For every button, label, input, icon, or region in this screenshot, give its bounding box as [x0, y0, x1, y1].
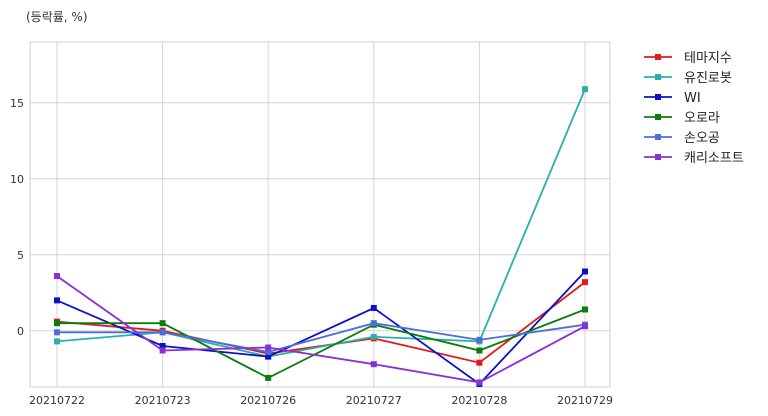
legend-marker: [655, 114, 661, 120]
legend-marker: [655, 154, 661, 160]
data-point: [582, 268, 588, 275]
data-point: [54, 329, 60, 336]
plot-frame: [29, 41, 611, 388]
series-1: [54, 86, 588, 360]
y-tick-label: 15: [10, 97, 24, 110]
data-point: [476, 359, 483, 366]
data-point: [476, 347, 483, 354]
legend-label: WI: [684, 91, 701, 106]
data-point: [54, 338, 60, 345]
data-point: [370, 361, 377, 368]
legend-label: 손오공: [684, 131, 720, 146]
legend-label: 캐리소프트: [684, 151, 744, 166]
series-4: [54, 320, 588, 356]
legend-entry: 유진로봇: [644, 71, 732, 86]
x-tick-label: 20210729: [557, 394, 613, 407]
data-point: [476, 336, 483, 343]
legend-entry: 캐리소프트: [644, 151, 744, 166]
series-lines: [54, 86, 588, 387]
legend-entry: 테마지수: [644, 51, 732, 66]
data-point: [265, 349, 272, 356]
data-point: [265, 374, 272, 381]
unit-label: (등락률, %): [26, 10, 88, 24]
legend-label: 테마지수: [684, 51, 732, 66]
data-point: [582, 279, 588, 286]
data-point: [159, 320, 166, 327]
legend-entry: WI: [644, 91, 701, 106]
data-point: [582, 306, 588, 313]
y-tick-label: 0: [17, 325, 24, 338]
data-point: [265, 353, 272, 360]
legend-label: 유진로봇: [684, 71, 732, 86]
data-point: [370, 333, 377, 340]
series-line: [57, 322, 586, 353]
data-point: [159, 342, 166, 349]
data-point: [54, 297, 60, 304]
legend-marker: [655, 94, 661, 100]
x-tick-label: 20210727: [346, 394, 402, 407]
data-point: [582, 86, 588, 93]
series-5: [54, 273, 588, 386]
grid: [30, 42, 610, 387]
data-point: [582, 323, 588, 330]
data-point: [54, 273, 60, 280]
data-point: [159, 329, 166, 336]
legend-label: 오로라: [684, 111, 720, 126]
data-point: [476, 379, 483, 386]
x-tick-label: 20210722: [29, 394, 85, 407]
x-tick-label: 20210728: [451, 394, 507, 407]
legend-marker: [655, 134, 661, 140]
y-tick-label: 10: [10, 173, 24, 186]
data-point: [265, 344, 272, 351]
data-point: [370, 320, 377, 327]
legend-marker: [655, 74, 661, 80]
x-tick-label: 20210723: [135, 394, 191, 407]
series-line: [57, 308, 586, 379]
data-point: [370, 304, 377, 311]
x-tick-label: 20210726: [240, 394, 296, 407]
data-point: [54, 320, 60, 327]
legend-entry: 오로라: [644, 111, 720, 126]
series-line: [56, 275, 586, 384]
axes: 20210722 20210723 20210726 20210727 20210728…: [10, 97, 613, 407]
legend-marker: [655, 54, 661, 60]
y-tick-label: 5: [17, 249, 24, 262]
legend-entry: 손오공: [644, 131, 720, 146]
data-point: [159, 347, 166, 354]
series-line: [56, 88, 586, 358]
series-3: [54, 306, 588, 381]
